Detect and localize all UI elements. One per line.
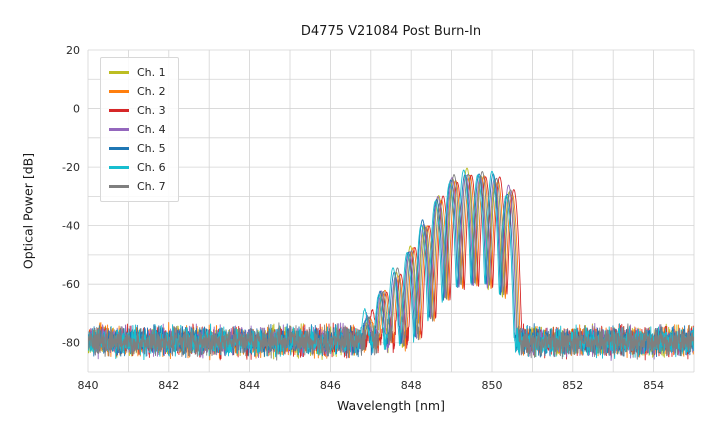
legend-label: Ch. 7 <box>137 180 166 193</box>
legend-label: Ch. 5 <box>137 142 166 155</box>
series-line-7 <box>88 171 694 361</box>
legend-swatch <box>109 128 129 131</box>
legend-swatch <box>109 147 129 150</box>
x-tick-label: 842 <box>158 379 179 392</box>
legend-swatch <box>109 166 129 169</box>
x-tick-label: 852 <box>562 379 583 392</box>
y-tick-label: 20 <box>66 44 80 57</box>
legend: Ch. 1 Ch. 2 Ch. 3 Ch. 4 Ch. 5 Ch. 6 Ch. 7 <box>100 57 179 202</box>
legend-label: Ch. 4 <box>137 123 166 136</box>
series-line-6 <box>88 169 694 361</box>
y-tick-label: -20 <box>62 161 80 174</box>
x-tick-label: 846 <box>320 379 341 392</box>
legend-item: Ch. 7 <box>109 177 166 196</box>
x-tick-label: 840 <box>78 379 99 392</box>
x-tick-label: 844 <box>239 379 260 392</box>
legend-item: Ch. 6 <box>109 158 166 177</box>
legend-swatch <box>109 109 129 112</box>
x-tick-label: 848 <box>401 379 422 392</box>
legend-swatch <box>109 90 129 93</box>
legend-label: Ch. 1 <box>137 66 166 79</box>
legend-item: Ch. 3 <box>109 101 166 120</box>
x-axis-label: Wavelength [nm] <box>337 398 445 413</box>
legend-label: Ch. 2 <box>137 85 166 98</box>
legend-item: Ch. 4 <box>109 120 166 139</box>
legend-item: Ch. 5 <box>109 139 166 158</box>
legend-item: Ch. 2 <box>109 82 166 101</box>
legend-item: Ch. 1 <box>109 63 166 82</box>
legend-swatch <box>109 71 129 74</box>
x-tick-label: 854 <box>643 379 664 392</box>
legend-label: Ch. 6 <box>137 161 166 174</box>
y-tick-label: -60 <box>62 278 80 291</box>
y-tick-label: -80 <box>62 337 80 350</box>
x-tick-label: 850 <box>482 379 503 392</box>
y-tick-label: 0 <box>73 103 80 116</box>
legend-swatch <box>109 185 129 188</box>
legend-label: Ch. 3 <box>137 104 166 117</box>
y-tick-label: -40 <box>62 220 80 233</box>
chart-title: D4775 V21084 Post Burn-In <box>300 24 482 39</box>
series-group <box>88 167 694 361</box>
